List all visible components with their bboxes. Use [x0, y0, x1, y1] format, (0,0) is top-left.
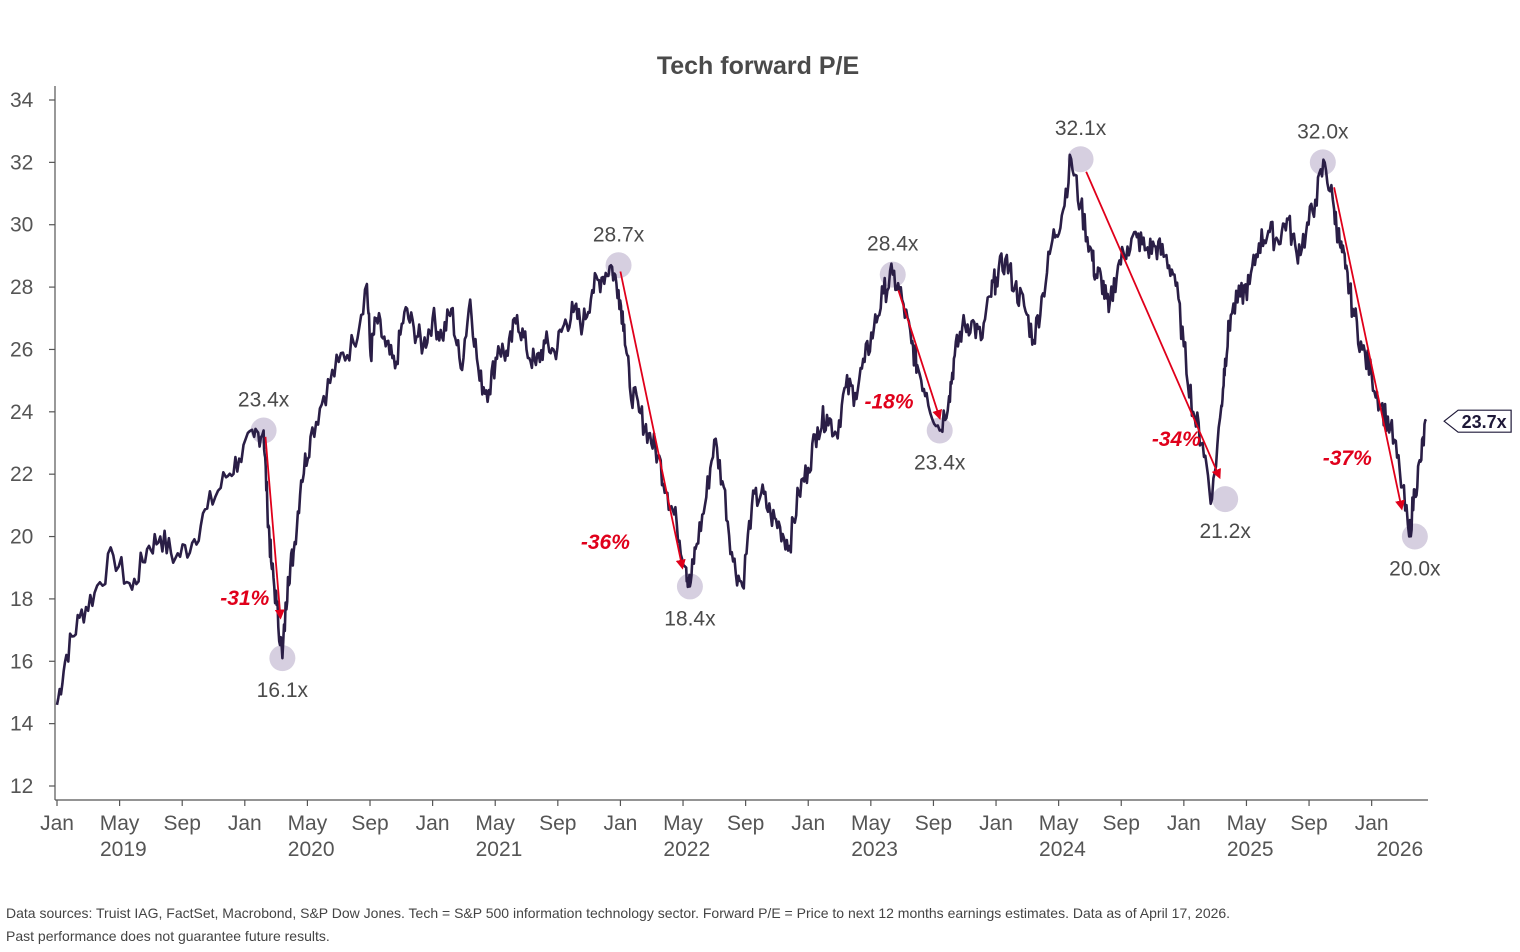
y-tick-label: 28: [10, 276, 33, 299]
value-label: 20.0x: [1389, 558, 1441, 581]
x-year-label: 2026: [1376, 838, 1423, 861]
peak-trough-markers: [250, 146, 1428, 672]
value-label: 32.0x: [1297, 120, 1349, 143]
x-year-label: 2024: [1039, 838, 1086, 861]
x-year-label: 2020: [288, 838, 335, 861]
drawdown-percent-label: -18%: [864, 391, 913, 414]
value-label: 32.1x: [1055, 117, 1107, 140]
drawdown-arrows: [264, 171, 1405, 620]
y-tick-label: 22: [10, 463, 33, 486]
x-tick-label: Jan: [791, 812, 825, 835]
value-label: 16.1x: [257, 679, 309, 702]
x-tick-label: May: [100, 812, 140, 835]
series-line: [55, 153, 1428, 706]
x-tick-label: Sep: [539, 812, 576, 835]
peak-trough-marker: [1067, 146, 1094, 173]
value-label: 28.4x: [867, 233, 919, 256]
series-layer: [55, 153, 1428, 706]
x-tick-label: Sep: [915, 812, 952, 835]
y-tick-label: 30: [10, 214, 33, 237]
drawdown-arrow: [1085, 171, 1221, 480]
x-year-label: 2019: [100, 838, 147, 861]
x-tick-label: Jan: [603, 812, 637, 835]
drawdown-percent-label: -34%: [1152, 428, 1201, 451]
x-tick-label: May: [1227, 812, 1267, 835]
drawdown-arrow: [1333, 187, 1405, 511]
value-label: 28.7x: [593, 223, 645, 246]
x-tick-label: Jan: [979, 812, 1013, 835]
x-tick-label: Jan: [416, 812, 450, 835]
x-tick-label: Jan: [40, 812, 74, 835]
annotation-labels: 23.4x 16.1x 28.7x 18.4x 28.4x 23.4x 32.1x 21.2x…: [220, 117, 1512, 702]
y-tick-label: 24: [10, 401, 34, 424]
peak-trough-marker: [1212, 486, 1239, 513]
y-tick-label: 26: [10, 338, 33, 361]
x-year-label: 2023: [851, 838, 898, 861]
peak-trough-marker: [1401, 523, 1428, 550]
x-tick-label: May: [288, 812, 328, 835]
y-tick-label: 32: [10, 151, 33, 174]
drawdown-arrow: [897, 289, 942, 420]
value-label: 23.4x: [914, 452, 966, 475]
y-tick-label: 18: [10, 588, 33, 611]
x-tick-label: Sep: [1290, 812, 1327, 835]
x-tick-label: May: [475, 812, 515, 835]
drawdown-arrow: [619, 271, 686, 570]
x-year-label: 2022: [663, 838, 710, 861]
drawdown-arrow: [264, 436, 285, 620]
x-tick-label: Sep: [1103, 812, 1140, 835]
y-tick-label: 16: [10, 650, 33, 673]
value-label: 18.4x: [664, 607, 716, 630]
last-value-label: 23.7x: [1462, 412, 1507, 432]
x-tick-label: May: [851, 812, 891, 835]
drawdown-percent-label: -31%: [220, 587, 269, 610]
value-label: 23.4x: [238, 389, 290, 412]
x-tick-label: May: [663, 812, 703, 835]
drawdown-percent-label: -37%: [1323, 447, 1372, 470]
last-value-callout: [1443, 409, 1512, 433]
chart-title: Tech forward P/E: [656, 52, 860, 80]
x-tick-label: May: [1039, 812, 1079, 835]
y-tick-label: 12: [10, 775, 33, 798]
x-tick-label: Sep: [351, 812, 388, 835]
x-year-label: 2025: [1227, 838, 1274, 861]
footnote-disclaimer: Past performance does not guarantee futu…: [6, 928, 330, 944]
x-tick-label: Sep: [727, 812, 764, 835]
footnote-sources: Data sources: Truist IAG, FactSet, Macro…: [6, 905, 1231, 921]
x-tick-label: Jan: [228, 812, 262, 835]
drawdown-percent-label: -36%: [581, 531, 630, 554]
x-year-label: 2021: [476, 838, 523, 861]
x-tick-label: Jan: [1167, 812, 1201, 835]
x-tick-label: Sep: [164, 812, 201, 835]
y-tick-label: 34: [10, 89, 34, 112]
y-tick-label: 20: [10, 526, 33, 549]
y-tick-label: 14: [10, 713, 34, 736]
x-tick-label: Jan: [1355, 812, 1389, 835]
value-label: 21.2x: [1199, 520, 1251, 543]
